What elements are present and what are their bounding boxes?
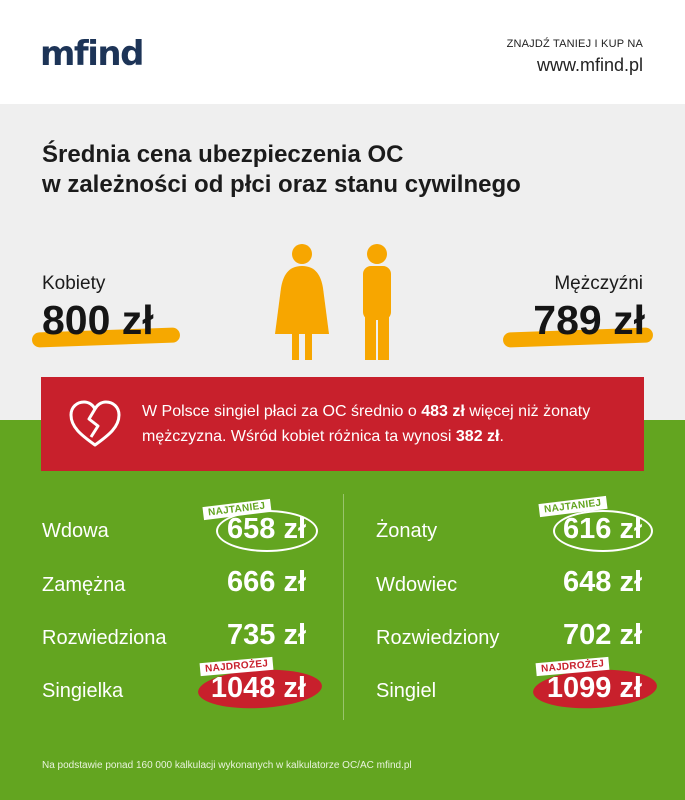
women-label: Kobiety <box>42 273 106 294</box>
tagline: ZNAJDŹ TANIEJ I KUP NA <box>506 38 643 50</box>
women-row-label-single: Singielka <box>42 680 124 702</box>
mfind-logo[interactable]: mfind <box>40 34 144 74</box>
men-average-price: 789 zł <box>533 297 645 343</box>
green-background <box>0 420 685 800</box>
women-row-label-married: Zamężna <box>42 574 126 596</box>
women-average-price: 800 zł <box>42 297 154 343</box>
women-row-label-widow: Wdowa <box>42 520 109 542</box>
women-row-price-widow: 658 zł <box>227 513 306 545</box>
men-row-label-divorced: Rozwiedziony <box>376 627 500 649</box>
banner-bold-amount-singles: 483 zł <box>421 403 465 420</box>
men-row-price-widower: 648 zł <box>563 566 642 598</box>
men-row-label-single: Singiel <box>376 680 437 702</box>
banner-text-part-1: W Polsce singiel płaci za OC średnio o <box>142 403 422 420</box>
cheapest-men-highlight <box>553 510 653 552</box>
women-row-label-divorced: Rozwiedziona <box>42 627 167 649</box>
woman-man-figures-icon <box>275 244 391 360</box>
women-row-price-married: 666 zł <box>227 566 306 598</box>
broken-heart-icon <box>69 400 121 447</box>
women-row-price-single: 1048 zł <box>210 672 306 704</box>
header: mfind ZNAJDŹ TANIEJ I KUP NA www.mfind.p… <box>0 0 685 104</box>
men-row-price-single: 1099 zł <box>546 672 642 704</box>
banner-text-part-3: . <box>499 428 504 445</box>
men-label: Mężczyźni <box>554 273 643 294</box>
singles-info-banner: W Polsce singiel płaci za OC średnio o 4… <box>41 377 644 471</box>
banner-text-part-2: więcej niż żonaty mężczyzna. Wśród kobie… <box>142 403 591 445</box>
men-row-price-divorced: 702 zł <box>563 619 642 651</box>
column-divider <box>343 494 344 720</box>
title-line-2: w zależności od płci oraz stanu cywilneg… <box>42 171 521 198</box>
site-url[interactable]: www.mfind.pl <box>536 55 643 75</box>
grey-background <box>0 104 685 420</box>
men-row-label-married: Żonaty <box>376 520 438 542</box>
banner-text: W Polsce singiel płaci za OC średnio o 4… <box>142 399 632 449</box>
title-line-1: Średnia cena ubezpieczenia OC <box>42 141 404 168</box>
women-row-price-divorced: 735 zł <box>227 619 306 651</box>
men-row-price-married: 616 zł <box>563 513 642 545</box>
page-title: Średnia cena ubezpieczenia OC w zależnoś… <box>42 140 642 200</box>
source-footnote: Na podstawie ponad 160 000 kalkulacji wy… <box>42 760 412 771</box>
men-row-label-widower: Wdowiec <box>376 574 458 596</box>
banner-bold-amount-women: 382 zł <box>455 428 500 445</box>
